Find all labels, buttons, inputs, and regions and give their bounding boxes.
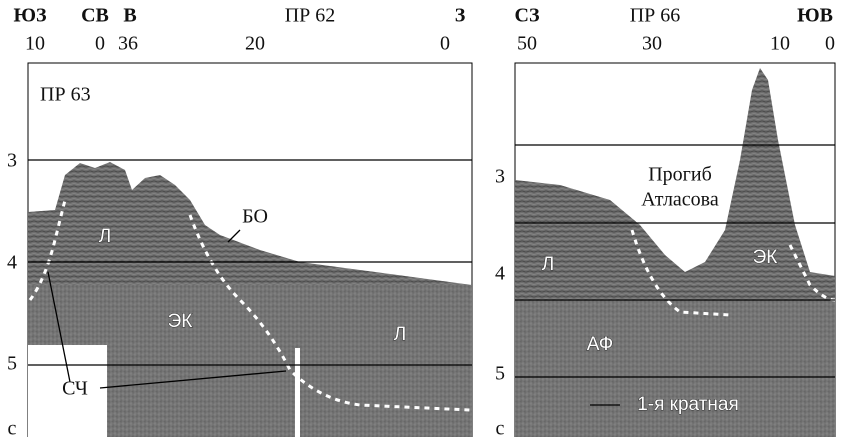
annotation: ЭК xyxy=(753,247,778,268)
annotation: БО xyxy=(242,206,268,228)
direction-label: З xyxy=(455,5,466,27)
annotation: Атласова xyxy=(641,189,719,211)
depth-label: с xyxy=(8,418,17,437)
annotation: Л xyxy=(394,324,406,345)
direction-label: В xyxy=(123,5,136,27)
depth-label: 3 xyxy=(495,166,505,188)
depth-label: с xyxy=(496,418,505,437)
distance-label: 0 xyxy=(825,33,835,55)
figure: ЮЗ СВ В З ПР 62 10 0 36 20 0 ПР 63 3 4 5… xyxy=(0,0,844,437)
annotation: Л xyxy=(542,254,554,275)
distance-label: 20 xyxy=(245,33,265,55)
depth-label: 5 xyxy=(495,363,505,385)
depth-label: 4 xyxy=(495,263,505,285)
depth-label: 3 xyxy=(7,150,17,172)
direction-label: ЮЗ xyxy=(13,5,47,27)
right-section xyxy=(515,63,835,437)
direction-label: СЗ xyxy=(515,5,540,27)
profile-label: ПР 66 xyxy=(630,5,681,27)
distance-label: 10 xyxy=(770,33,790,55)
depth-label: 5 xyxy=(7,353,17,375)
left-section xyxy=(28,63,472,437)
inset-label: ПР 63 xyxy=(40,84,91,106)
distance-label: 0 xyxy=(95,33,105,55)
annotation: 1-я кратная xyxy=(637,394,739,415)
distance-label: 36 xyxy=(118,33,138,55)
distance-label: 30 xyxy=(642,33,662,55)
distance-label: 10 xyxy=(25,33,45,55)
annotation: Л xyxy=(99,226,111,247)
annotation: Прогиб xyxy=(648,164,712,186)
depth-label: 4 xyxy=(7,252,17,274)
profile-label: ПР 62 xyxy=(285,5,336,27)
distance-label: 50 xyxy=(517,33,537,55)
annotation: СЧ xyxy=(62,378,88,400)
direction-label: ЮВ xyxy=(797,5,833,27)
direction-label: СВ xyxy=(81,5,109,27)
annotation: АФ xyxy=(587,334,614,355)
distance-label: 0 xyxy=(440,33,450,55)
annotation: ЭК xyxy=(168,311,193,332)
